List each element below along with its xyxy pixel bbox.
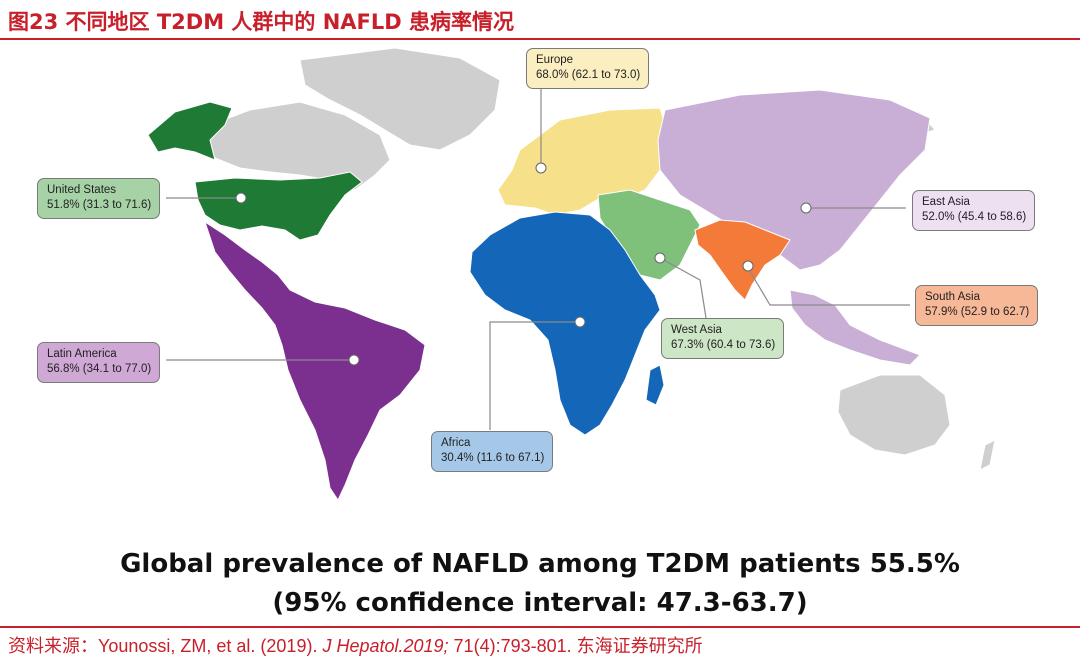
source-prefix: 资料来源：Younossi, ZM, et al. (2019). — [8, 636, 323, 656]
callout-africa-name: Africa — [441, 437, 471, 449]
marker-united-states — [235, 192, 247, 204]
region-africa — [469, 211, 661, 436]
callout-west-asia-name: West Asia — [671, 324, 722, 336]
region-greenland — [299, 47, 501, 151]
region-alaska — [147, 101, 233, 161]
source-suffix: 71(4):793-801. 东海证券研究所 — [448, 636, 703, 656]
callout-west-asia: West Asia 67.3% (60.4 to 73.6) — [661, 318, 785, 359]
callout-latin-america-value: 56.8% (34.1 to 77.0) — [47, 363, 152, 375]
source-journal: J Hepatol.2019; — [322, 636, 449, 656]
source-citation: 资料来源：Younossi, ZM, et al. (2019). J Hepa… — [8, 632, 703, 658]
region-australia — [837, 374, 951, 456]
figure-title: 图23 不同地区 T2DM 人群中的 NAFLD 患病率情况 — [8, 10, 515, 34]
markers — [235, 162, 812, 366]
marker-latin-america — [348, 354, 360, 366]
headline-prevalence: Global prevalence of NAFLD among T2DM pa… — [120, 549, 960, 579]
callout-latin-america-name: Latin America — [47, 348, 117, 360]
callout-united-states-value: 51.8% (31.3 to 71.6) — [47, 199, 152, 211]
region-madagascar — [645, 364, 665, 406]
callout-east-asia: East Asia 52.0% (45.4 to 58.6) — [912, 190, 1036, 231]
callout-west-asia-value: 67.3% (60.4 to 73.6) — [671, 339, 776, 351]
leader-lines — [166, 82, 910, 430]
callout-africa: Africa 30.4% (11.6 to 67.1) — [431, 431, 554, 472]
source-divider — [0, 626, 1080, 628]
callout-south-asia: South Asia 57.9% (52.9 to 62.7) — [915, 285, 1039, 326]
callout-united-states: United States 51.8% (31.3 to 71.6) — [37, 178, 161, 219]
callout-europe: Europe 68.0% (62.1 to 73.0) — [526, 48, 650, 89]
title-divider — [0, 38, 1080, 40]
marker-europe — [535, 162, 547, 174]
callout-europe-value: 68.0% (62.1 to 73.0) — [536, 69, 641, 81]
marker-west-asia — [654, 252, 666, 264]
callout-south-asia-name: South Asia — [925, 291, 980, 303]
callout-latin-america: Latin America 56.8% (34.1 to 77.0) — [37, 342, 161, 383]
callout-east-asia-value: 52.0% (45.4 to 58.6) — [922, 211, 1027, 223]
callout-east-asia-name: East Asia — [922, 196, 970, 208]
headline-confidence-interval: (95% confidence interval: 47.3-63.7) — [272, 588, 808, 618]
callout-south-asia-value: 57.9% (52.9 to 62.7) — [925, 306, 1030, 318]
marker-south-asia — [742, 260, 754, 272]
leader-south-asia — [747, 267, 910, 306]
region-united-states — [194, 171, 363, 241]
region-new-zealand — [979, 439, 996, 471]
leader-west-asia — [659, 257, 707, 319]
world-map — [0, 40, 1080, 540]
marker-africa — [574, 316, 586, 328]
region-southeast-asia — [789, 289, 921, 366]
leader-africa — [489, 321, 580, 430]
world-map-svg — [147, 47, 996, 502]
callout-europe-name: Europe — [536, 54, 574, 66]
region-south-asia — [694, 219, 791, 301]
marker-east-asia — [800, 202, 812, 214]
callout-africa-value: 30.4% (11.6 to 67.1) — [441, 452, 545, 464]
region-east-asia — [657, 89, 931, 271]
region-canada — [204, 101, 391, 191]
callout-united-states-name: United States — [47, 184, 117, 196]
region-latin-america — [204, 220, 426, 502]
